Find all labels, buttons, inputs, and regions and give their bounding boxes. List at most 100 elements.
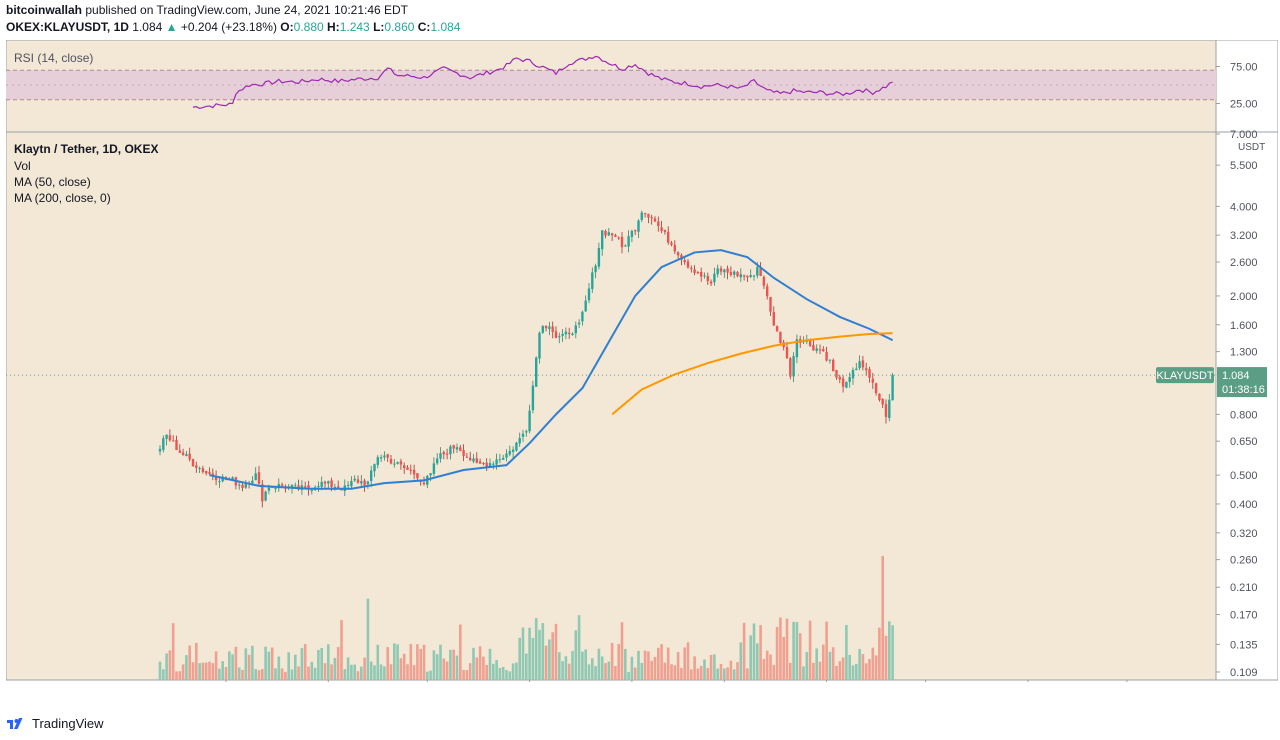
candle-body [617, 237, 620, 239]
volume-bar [709, 654, 713, 680]
volume-bar [171, 623, 175, 680]
volume-bar [871, 647, 875, 680]
candles [158, 210, 894, 508]
candle-body [386, 454, 389, 458]
volume-bar [350, 664, 353, 680]
candle-body [360, 481, 363, 484]
candle-body [455, 447, 459, 450]
candle-body [422, 482, 426, 485]
high-value: 1.243 [339, 20, 370, 34]
candle-body [759, 268, 762, 276]
candle-body [789, 358, 792, 377]
rsi-tick-label: 75.00 [1230, 62, 1258, 74]
volume-bar [518, 637, 521, 680]
volume-bar [769, 654, 772, 680]
candle-body [597, 248, 601, 267]
candle-body [591, 272, 594, 289]
candle-body [274, 487, 277, 489]
volume-bar [178, 671, 182, 680]
candle-body [630, 230, 634, 238]
volume-bar [828, 651, 832, 680]
candle-body [488, 463, 492, 467]
candle-body [399, 461, 403, 465]
volume-bar [330, 664, 333, 680]
volume-bar [693, 656, 696, 680]
candle-body [442, 452, 445, 455]
last-price: 1.084 [132, 20, 163, 34]
y-tick-label: 4.000 [1230, 201, 1258, 213]
volume-bar [614, 665, 617, 680]
volume-bar [310, 661, 314, 680]
volume-bar [277, 656, 281, 680]
candle-body [350, 480, 353, 487]
candle-body [772, 312, 775, 326]
candle-body [475, 458, 478, 463]
volume-bar [845, 624, 848, 680]
footer: TradingView [6, 714, 104, 732]
volume-bar [567, 663, 571, 680]
volume-bar [482, 656, 485, 680]
candle-body [267, 487, 271, 491]
low-label: L: [373, 20, 385, 34]
volume-bar [181, 664, 185, 680]
volume-bar [657, 647, 660, 680]
candle-body [505, 453, 508, 458]
y-tick-label: 0.800 [1230, 409, 1258, 421]
volume-bar [868, 659, 871, 680]
chart-area[interactable]: RSI (14, close) 75.00 25.00 Klaytn / Tether… [5, 39, 1279, 697]
volume-bar [254, 669, 257, 680]
volume-bar [650, 660, 653, 680]
volume-bar [511, 663, 515, 680]
candle-body [861, 360, 865, 368]
volume-bar [551, 632, 554, 680]
volume-bar [188, 645, 191, 680]
candle-body [726, 268, 729, 273]
candle-body [379, 457, 383, 459]
open-label: O: [280, 20, 294, 34]
volume-bar [495, 659, 498, 680]
candle-body [657, 221, 660, 227]
volume-bar [297, 666, 300, 680]
tradingview-logo-icon[interactable] [6, 716, 28, 730]
volume-bar [501, 666, 505, 680]
volume-bar [396, 644, 399, 680]
candle-body [723, 269, 726, 273]
y-tick-label: 2.000 [1230, 291, 1258, 303]
close-value: 1.084 [430, 20, 461, 34]
candle-body [502, 457, 505, 460]
volume-bar [379, 664, 383, 680]
candle-body [571, 333, 574, 336]
volume-bar [383, 666, 386, 680]
volume-bar [647, 651, 650, 680]
volume-bar [353, 664, 356, 680]
volume-bar [812, 662, 815, 680]
author-name[interactable]: bitcoinwallah [6, 3, 83, 17]
candle-body [663, 229, 667, 232]
volume-bar [617, 643, 620, 680]
candle-body [554, 331, 558, 339]
candle-body [482, 463, 485, 465]
candle-body [683, 260, 686, 263]
price-tag-value: 1.084 [1222, 370, 1250, 382]
candle-body [696, 272, 700, 274]
volume-bar [591, 658, 594, 680]
candle-body [310, 490, 313, 492]
candle-body [881, 398, 884, 405]
candle-body [525, 431, 528, 433]
candle-body [739, 274, 742, 278]
candle-body [561, 333, 564, 336]
volume-bar [874, 655, 878, 680]
candle-body [412, 469, 416, 475]
volume-bar [468, 663, 472, 680]
candle-body [825, 351, 828, 361]
candle-body [254, 473, 257, 481]
volume-bar [327, 644, 330, 680]
chart-svg[interactable]: RSI (14, close) 75.00 25.00 Klaytn / Tether… [5, 39, 1279, 697]
volume-bar [237, 667, 241, 680]
candle-body [841, 378, 845, 387]
footer-brand[interactable]: TradingView [32, 715, 104, 731]
candle-body [610, 233, 614, 236]
candle-body [756, 267, 759, 276]
volume-bar [465, 670, 469, 680]
volume-bar [445, 661, 449, 680]
